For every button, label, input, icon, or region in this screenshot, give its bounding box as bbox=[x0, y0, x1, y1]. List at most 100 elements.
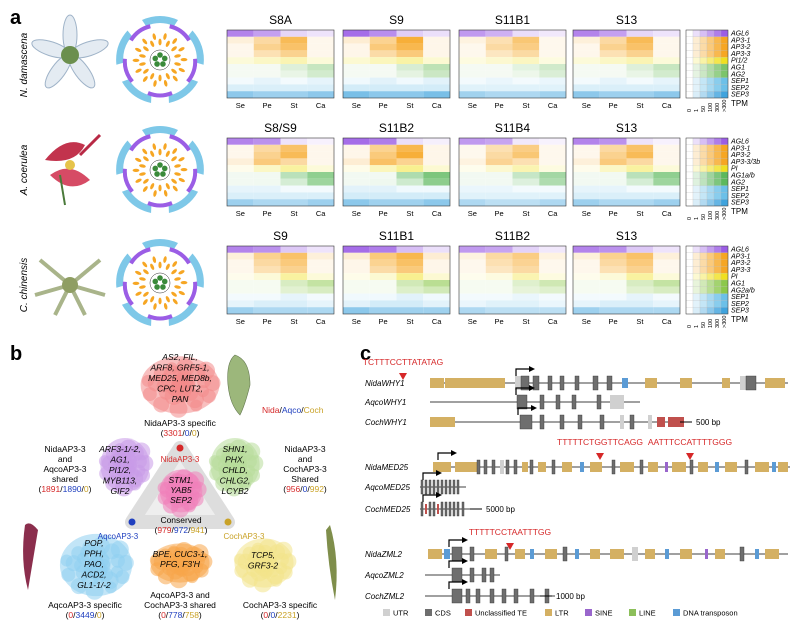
gene-label-0-4: PI1/2 bbox=[731, 58, 747, 65]
heatmap-cell bbox=[227, 300, 254, 308]
gene-label-2-6: AG2a/b bbox=[730, 287, 755, 294]
legend-label-3: LTR bbox=[555, 609, 569, 618]
column-label-2-3-3: Ca bbox=[662, 317, 672, 326]
heatmap-cell bbox=[573, 252, 600, 260]
heatmap-cell bbox=[227, 199, 254, 206]
legend-label-4: SINE bbox=[595, 609, 613, 618]
group-title-aqco-specific-0: AqcoAP3-3 specific bbox=[48, 600, 122, 610]
gene-list-nida-specific-0: AS2, FIL, bbox=[161, 352, 197, 362]
heatmap-cell bbox=[573, 185, 600, 193]
heatmap-cell bbox=[253, 286, 281, 294]
heatmap-cell bbox=[459, 199, 486, 206]
heatmap-cell bbox=[599, 64, 627, 71]
gene-label-1-1: AP3-1 bbox=[730, 145, 751, 152]
column-label-1-3-1: Pe bbox=[609, 209, 618, 218]
heatmap-cell bbox=[539, 151, 566, 159]
flower-photo-nigella bbox=[31, 14, 109, 89]
heatmap-cell bbox=[599, 77, 627, 85]
heatmap-cell bbox=[369, 266, 397, 274]
count-nida-aqco-2: 0 bbox=[84, 484, 89, 494]
heatmap-cell bbox=[599, 307, 627, 314]
heatmap-cell bbox=[599, 43, 627, 51]
heatmap-cell bbox=[396, 192, 424, 200]
heatmap-cell bbox=[599, 30, 627, 37]
tpm-label-0: TPM bbox=[731, 99, 748, 108]
heatmap-cell bbox=[307, 300, 334, 308]
heatmap-cell bbox=[423, 246, 450, 253]
heatmap-cell bbox=[539, 307, 566, 314]
heatmap-cell bbox=[599, 300, 627, 308]
heatmap-cell bbox=[307, 64, 334, 71]
column-label-0-3-2: St bbox=[636, 101, 644, 110]
heatmap-cell bbox=[539, 36, 566, 44]
heatmap-cell bbox=[512, 300, 540, 308]
heatmap-cell bbox=[573, 77, 600, 85]
heatmap-cell bbox=[396, 300, 424, 308]
heatmap-cell bbox=[253, 259, 281, 267]
heatmap-cell bbox=[653, 144, 680, 152]
legend-item-ltr: LTR bbox=[545, 609, 569, 618]
heatmap-cell bbox=[653, 178, 680, 186]
tpm-tick-0-0: 0 bbox=[687, 109, 693, 112]
heatmap-cell bbox=[459, 286, 486, 294]
heatmap-cell bbox=[485, 307, 513, 314]
heatmap-cell bbox=[227, 64, 254, 71]
heatmap-cell bbox=[227, 70, 254, 78]
heatmap-cell bbox=[280, 252, 308, 260]
heatmap-cell bbox=[253, 70, 281, 78]
count-nida-coch-0: 956 bbox=[286, 484, 300, 494]
scale-label-0: 500 bp bbox=[696, 418, 721, 427]
heatmap-cell bbox=[512, 280, 540, 287]
group-counts-nida-specific: (3301/0/0) bbox=[161, 428, 200, 438]
heatmap-cell bbox=[539, 300, 566, 308]
gene-track-label-5: CochMED25 bbox=[365, 505, 411, 514]
heatmap-cell bbox=[369, 172, 397, 179]
column-label-2-2-0: Se bbox=[468, 317, 477, 326]
scale-label-1: 5000 bp bbox=[486, 505, 515, 514]
heatmap-cell bbox=[307, 138, 334, 145]
gene-label-2-2: AP3-2 bbox=[730, 260, 751, 267]
column-label-2-1-2: St bbox=[406, 317, 414, 326]
heatmap-cell bbox=[307, 158, 334, 166]
heatmap-cell bbox=[227, 144, 254, 152]
heatmap-cell bbox=[599, 151, 627, 159]
heatmap-block-2-0 bbox=[226, 245, 335, 315]
heatmap-cell bbox=[573, 246, 600, 253]
heatmap-cell bbox=[423, 138, 450, 145]
heatmap-cell bbox=[539, 158, 566, 166]
stage-label-0-3: S13 bbox=[616, 13, 638, 27]
heatmap-cell bbox=[539, 91, 566, 98]
heatmap-cell bbox=[423, 185, 450, 193]
heatmap-cell bbox=[227, 172, 254, 179]
tpm-scale-2 bbox=[685, 245, 729, 315]
heatmap-cell bbox=[653, 165, 680, 172]
heatmap-cell bbox=[369, 57, 397, 64]
heatmap-cell bbox=[653, 199, 680, 206]
column-label-1-3-2: St bbox=[636, 209, 644, 218]
heatmap-cell bbox=[485, 178, 513, 186]
heatmap-cell bbox=[253, 77, 281, 85]
heatmap-cell bbox=[227, 138, 254, 145]
heatmap-cell bbox=[626, 185, 654, 193]
heatmap-cell bbox=[280, 280, 308, 287]
heatmap-cell bbox=[459, 77, 486, 85]
count-aqco-coch-1: 778 bbox=[168, 610, 182, 620]
column-label-0-1-1: Pe bbox=[379, 101, 388, 110]
gene-track-label-0: NidaWHY1 bbox=[365, 379, 405, 388]
gene-list-conserved-2: SEP2 bbox=[170, 495, 192, 505]
heatmap-cell bbox=[573, 192, 600, 200]
heatmap-cell bbox=[307, 246, 334, 253]
heatmap-cell bbox=[280, 300, 308, 308]
stage-label-1-0: S8/S9 bbox=[264, 121, 297, 135]
gene-list-nida-aqco-2: PI1/2, bbox=[109, 465, 131, 475]
group-counts-coch-specific: (0/0/2231) bbox=[261, 610, 300, 620]
heatmap-cell bbox=[307, 57, 334, 64]
heatmap-block-2-2 bbox=[458, 245, 567, 315]
heatmap-block-1-1 bbox=[342, 137, 451, 207]
heatmap-cell bbox=[512, 192, 540, 200]
group-title-aqco-coch-1: CochAP3-3 shared bbox=[144, 600, 216, 610]
legend-item-unclassified-te: Unclassified TE bbox=[465, 609, 527, 618]
column-label-0-2-0: Se bbox=[468, 101, 477, 110]
heatmap-cell bbox=[227, 307, 254, 314]
column-label-2-2-3: Ca bbox=[548, 317, 558, 326]
